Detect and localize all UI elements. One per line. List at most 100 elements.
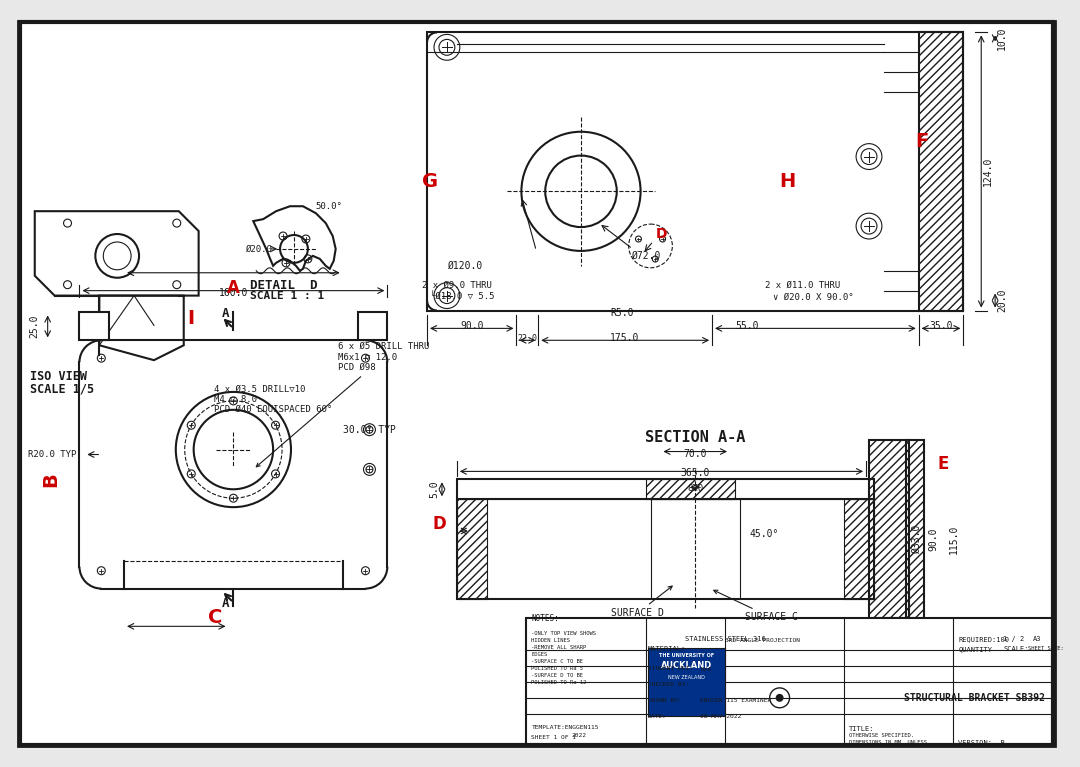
Text: REQUIRED:100: REQUIRED:100 [958, 637, 1010, 642]
Text: 30.0° TYP: 30.0° TYP [342, 425, 395, 435]
Bar [845, 499, 874, 598]
Text: 08 MAY 2022: 08 MAY 2022 [700, 714, 741, 719]
Text: MATERIAL:: MATERIAL: [648, 646, 686, 652]
Text: THE UNIVERSITY OF: THE UNIVERSITY OF [659, 653, 714, 658]
Text: R20.0 TYP: R20.0 TYP [28, 450, 77, 459]
Text: 90.0: 90.0 [460, 321, 484, 331]
Text: DIMENSIONS IN MM, UNLESS: DIMENSIONS IN MM, UNLESS [849, 739, 927, 745]
Text: C: C [208, 608, 222, 627]
Text: 50.0°: 50.0° [315, 202, 342, 211]
Text: 90.0: 90.0 [929, 527, 939, 551]
Text: 3RD ANGLE PROJECTION: 3RD ANGLE PROJECTION [725, 637, 800, 643]
Text: 20.0: 20.0 [997, 289, 1008, 312]
Text: STUDENT UPI:: STUDENT UPI: [648, 666, 692, 671]
Text: B: B [42, 472, 60, 487]
Text: 35.0: 35.0 [930, 321, 954, 331]
Text: Ø20.0: Ø20.0 [246, 245, 273, 253]
Text: A3: A3 [1032, 637, 1041, 642]
Text: A: A [227, 278, 240, 297]
Text: Ø120.0: Ø120.0 [447, 261, 482, 271]
Text: SURFACE D: SURFACE D [611, 586, 672, 618]
Text: ISO VIEW: ISO VIEW [30, 370, 86, 383]
Text: HIDDEN LINES: HIDDEN LINES [531, 638, 570, 644]
Bar [457, 479, 874, 499]
Bar [648, 648, 725, 716]
Text: CHECKED BY:: CHECKED BY: [648, 682, 689, 687]
Text: R5.0: R5.0 [611, 308, 634, 318]
Text: SECTION A-A: SECTION A-A [645, 430, 745, 445]
Circle shape [775, 694, 784, 702]
Bar [457, 499, 487, 598]
Text: -ONLY TOP VIEW SHOWS: -ONLY TOP VIEW SHOWS [531, 631, 596, 637]
Text: AUCKLAND: AUCKLAND [661, 661, 712, 670]
Text: 22.0: 22.0 [517, 334, 538, 344]
Text: NOTES:: NOTES: [531, 614, 559, 624]
Bar [869, 439, 908, 618]
Text: A: A [221, 597, 229, 611]
Text: 5.0: 5.0 [429, 480, 438, 498]
Text: OTHERWISE SPECIFIED.: OTHERWISE SPECIFIED. [849, 732, 914, 738]
Text: F: F [916, 132, 929, 151]
Text: Ø33.0: Ø33.0 [912, 524, 921, 554]
Text: ENGGEN 115 EXAMINER: ENGGEN 115 EXAMINER [700, 698, 771, 703]
Text: N/A: N/A [700, 666, 712, 671]
Bar [919, 32, 963, 311]
Text: G: G [422, 172, 438, 191]
Bar [80, 312, 109, 341]
Text: 55.0: 55.0 [735, 321, 758, 331]
Text: TITLE:: TITLE: [849, 726, 875, 732]
Text: 70.0: 70.0 [684, 449, 707, 459]
Text: VERSION:  B: VERSION: B [958, 739, 1005, 746]
Text: 124.0: 124.0 [983, 156, 994, 186]
Text: POLISHED TO Ra 5: POLISHED TO Ra 5 [531, 666, 583, 671]
Text: 1 / 2: 1 / 2 [1003, 637, 1024, 642]
Text: Ø72.0: Ø72.0 [631, 251, 660, 261]
Text: H: H [780, 172, 796, 191]
Text: DATE:: DATE: [648, 714, 666, 719]
Text: I: I [187, 309, 194, 328]
Text: STAINLESS STEEL 316: STAINLESS STEEL 316 [686, 637, 766, 642]
Text: 45.0°: 45.0° [750, 529, 779, 539]
Text: STRUCTURAL BRACKET SB392: STRUCTURAL BRACKET SB392 [904, 693, 1044, 703]
Text: SHEET 1 OF 1: SHEET 1 OF 1 [531, 735, 577, 739]
Text: -SURFACE C TO BE: -SURFACE C TO BE [531, 659, 583, 664]
Text: 115.0: 115.0 [948, 524, 958, 554]
Text: SCALE 1 : 1: SCALE 1 : 1 [251, 291, 324, 301]
Text: 160.0: 160.0 [219, 288, 248, 298]
Bar [80, 341, 388, 588]
Bar [526, 618, 1053, 745]
Text: 2 x Ø11.0 THRU: 2 x Ø11.0 THRU [765, 281, 840, 290]
Text: SCALE 1/5: SCALE 1/5 [30, 382, 94, 395]
Text: 8.0: 8.0 [687, 484, 703, 493]
Bar [357, 312, 388, 341]
Text: -REMOVE ALL SHARP: -REMOVE ALL SHARP [531, 645, 586, 650]
Text: EDGES: EDGES [531, 652, 548, 657]
Text: E: E [937, 456, 949, 473]
Text: 365.0: 365.0 [680, 469, 710, 479]
Text: QUANTITY: QUANTITY [958, 646, 993, 652]
Text: SHEET SIZE:: SHEET SIZE: [1028, 646, 1064, 651]
Text: D: D [432, 515, 446, 533]
Text: 2 x Ø9.0 THRU: 2 x Ø9.0 THRU [422, 281, 492, 290]
Text: TEMPLATE:ENGGEN115: TEMPLATE:ENGGEN115 [531, 725, 598, 729]
Text: D: D [656, 227, 667, 241]
Bar [427, 32, 963, 311]
Text: SURFACE C: SURFACE C [714, 590, 798, 622]
Bar [906, 439, 923, 618]
Text: 25.0: 25.0 [30, 314, 40, 338]
Text: 4 x Ø3.5 DRILL▽10: 4 x Ø3.5 DRILL▽10 [214, 385, 305, 394]
Text: -SURFACE D TO BE: -SURFACE D TO BE [531, 673, 583, 678]
Text: 6 x Ø5 DRILL THRU
M6x1 ▽ 12.0
PCD Ø98: 6 x Ø5 DRILL THRU M6x1 ▽ 12.0 PCD Ø98 [256, 342, 429, 467]
Text: A: A [221, 307, 229, 320]
Text: SCALE:: SCALE: [1003, 646, 1028, 652]
Text: POLISHED TO Ra 12: POLISHED TO Ra 12 [531, 680, 586, 685]
Bar [457, 499, 874, 598]
Text: 10.0: 10.0 [997, 27, 1008, 50]
Text: └Ø18.0 ▽ 5.5: └Ø18.0 ▽ 5.5 [430, 293, 495, 301]
Text: 2022: 2022 [571, 732, 586, 738]
Bar [646, 479, 734, 499]
Text: DRAWN BY:: DRAWN BY: [648, 698, 681, 703]
Text: PCD Ø40 EQUISPACED 60°: PCD Ø40 EQUISPACED 60° [214, 405, 332, 414]
Text: ∨ Ø20.0 X 90.0°: ∨ Ø20.0 X 90.0° [772, 293, 853, 301]
Text: M4 ▽ 8.0: M4 ▽ 8.0 [214, 395, 257, 404]
